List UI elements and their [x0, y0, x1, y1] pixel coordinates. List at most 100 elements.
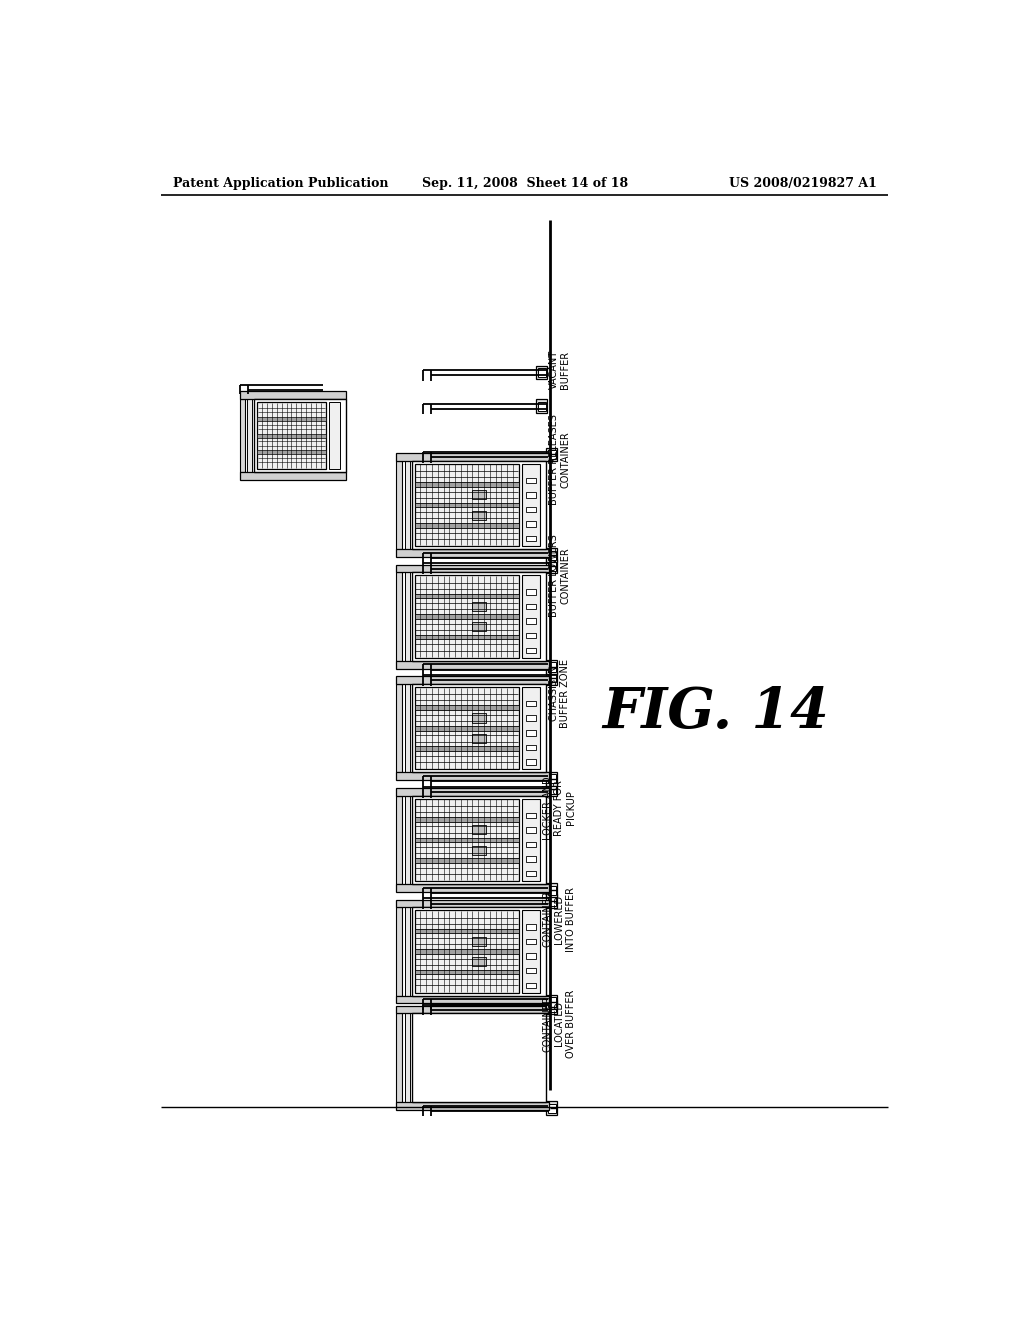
Bar: [396, 1006, 550, 1014]
Bar: [472, 846, 485, 855]
Bar: [526, 589, 536, 594]
Bar: [396, 676, 550, 684]
Bar: [548, 785, 556, 795]
Bar: [415, 949, 518, 954]
Bar: [548, 886, 556, 895]
Bar: [472, 602, 485, 611]
Text: Sep. 11, 2008  Sheet 14 of 18: Sep. 11, 2008 Sheet 14 of 18: [422, 177, 628, 190]
Bar: [415, 594, 518, 598]
Bar: [396, 661, 550, 668]
Bar: [526, 871, 536, 876]
Bar: [547, 660, 557, 675]
Bar: [396, 995, 550, 1003]
Bar: [547, 883, 557, 898]
Bar: [415, 686, 518, 770]
Bar: [404, 796, 410, 884]
Text: BUFFER RELEASES
CONTAINER: BUFFER RELEASES CONTAINER: [549, 414, 570, 506]
Bar: [547, 1001, 557, 1014]
Bar: [240, 473, 346, 480]
Bar: [415, 747, 518, 751]
Bar: [526, 759, 536, 764]
Bar: [526, 507, 536, 512]
Bar: [396, 453, 550, 461]
Bar: [472, 825, 485, 834]
Bar: [415, 928, 518, 933]
Bar: [521, 463, 541, 546]
Text: VACANT
BUFFER: VACANT BUFFER: [549, 350, 570, 389]
Bar: [415, 635, 518, 639]
Bar: [526, 536, 536, 541]
Bar: [526, 715, 536, 721]
Bar: [548, 663, 556, 672]
Bar: [404, 907, 410, 995]
Bar: [415, 817, 518, 821]
Bar: [547, 671, 557, 685]
Bar: [396, 907, 401, 995]
Bar: [412, 796, 547, 884]
Bar: [396, 772, 550, 780]
Bar: [396, 565, 550, 573]
Text: FIG. 14: FIG. 14: [602, 685, 829, 741]
Text: LOCKER AND
READY FOR
PICKUP: LOCKER AND READY FOR PICKUP: [543, 776, 577, 840]
Bar: [415, 614, 518, 619]
Bar: [330, 403, 340, 469]
Bar: [396, 796, 401, 884]
Bar: [526, 744, 536, 750]
Bar: [396, 788, 550, 796]
Bar: [412, 461, 547, 549]
Bar: [415, 463, 518, 546]
Bar: [521, 576, 541, 657]
Bar: [257, 417, 326, 421]
Bar: [526, 648, 536, 653]
Bar: [472, 713, 485, 722]
Bar: [415, 726, 518, 730]
Bar: [526, 828, 536, 833]
Bar: [548, 998, 556, 1007]
Bar: [415, 576, 518, 657]
Text: CONTAINER
LOCATED
OVER BUFFER: CONTAINER LOCATED OVER BUFFER: [543, 990, 577, 1057]
Bar: [526, 968, 536, 973]
Bar: [521, 911, 541, 993]
Bar: [526, 939, 536, 944]
Bar: [526, 924, 536, 929]
Bar: [415, 523, 518, 528]
Bar: [415, 503, 518, 507]
Bar: [526, 492, 536, 498]
Bar: [396, 684, 401, 772]
Bar: [472, 937, 485, 946]
Bar: [548, 774, 556, 783]
Bar: [396, 573, 401, 661]
Bar: [472, 734, 485, 743]
Bar: [548, 896, 556, 906]
Bar: [526, 521, 536, 527]
Bar: [521, 686, 541, 770]
Bar: [404, 1014, 410, 1102]
Bar: [396, 1014, 401, 1102]
Bar: [526, 619, 536, 624]
Bar: [537, 400, 547, 413]
Text: BUFFER LOWERS
CONTAINER: BUFFER LOWERS CONTAINER: [549, 533, 570, 616]
Bar: [547, 560, 557, 573]
Bar: [548, 673, 556, 682]
Bar: [396, 461, 401, 549]
Bar: [415, 911, 518, 993]
Bar: [257, 403, 326, 469]
Bar: [472, 511, 485, 520]
Bar: [415, 799, 518, 880]
Bar: [548, 550, 556, 560]
Bar: [396, 899, 550, 907]
Text: Patent Application Publication: Patent Application Publication: [173, 177, 388, 190]
Bar: [521, 799, 541, 880]
Bar: [240, 399, 246, 473]
Bar: [247, 399, 252, 473]
Text: CHASSIS IN
BUFFER ZONE: CHASSIS IN BUFFER ZONE: [549, 659, 570, 729]
Bar: [526, 813, 536, 818]
Bar: [547, 447, 557, 462]
Bar: [257, 450, 326, 454]
Bar: [396, 884, 550, 892]
Text: CONTAINER
LOWERED
INTO BUFFER: CONTAINER LOWERED INTO BUFFER: [543, 887, 577, 952]
Bar: [547, 1101, 557, 1115]
Bar: [257, 434, 326, 437]
Bar: [548, 450, 556, 459]
Bar: [526, 478, 536, 483]
